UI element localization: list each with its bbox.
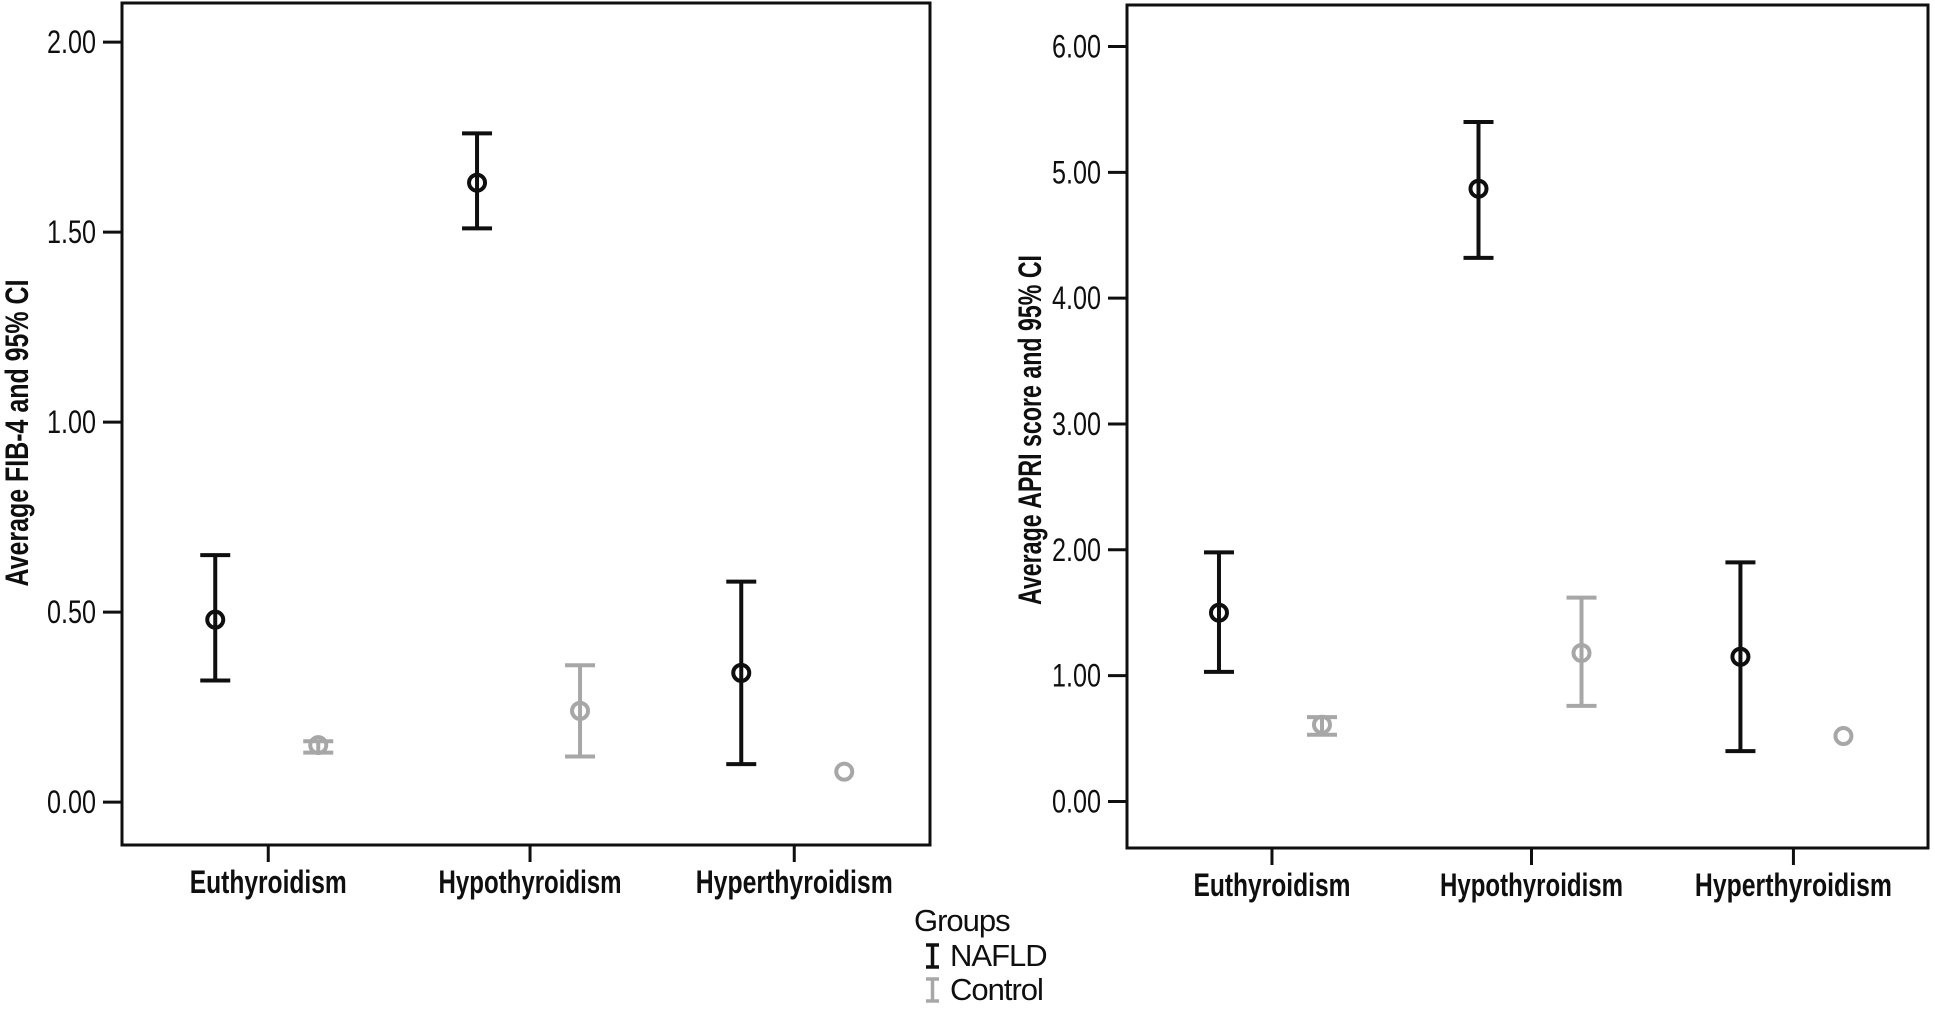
mean-marker xyxy=(1833,726,1854,747)
apri-chart: 0.00 1.00 2.00 3.00 4.00 5.00 6.00 Euthyroidism… xyxy=(1012,3,1930,903)
y-axis-tick-label: 1.50 xyxy=(47,214,96,250)
errorbar-nafld-hyperthyroidism xyxy=(1725,560,1756,754)
errorbar-nafld-hyperthyroidism xyxy=(726,579,757,767)
legend-item-nafld: NAFLD xyxy=(908,938,1048,973)
mean-marker xyxy=(1730,646,1751,667)
y-axis-tick-label: 6.00 xyxy=(1052,29,1101,65)
legend-items: NAFLD Control xyxy=(908,938,1048,1007)
fib4-chart: 0.00 0.50 1.00 1.50 2.00 Euthyroidism Hypothyr… xyxy=(0,1,932,900)
errorbar-icon-nafld xyxy=(926,943,939,969)
y-axis-tick-label: 0.00 xyxy=(47,784,96,820)
plot-border xyxy=(1125,3,1930,850)
y-axis-tick-label: 2.00 xyxy=(47,24,96,60)
category-label-hypothyroidism: Hypothyroidism xyxy=(439,864,622,900)
y-axis-tick-label: 0.00 xyxy=(1052,783,1101,819)
mean-marker xyxy=(1468,178,1489,199)
category-label-euthyroidism: Euthyroidism xyxy=(190,864,347,900)
y-axis-tick-label: 1.00 xyxy=(47,404,96,440)
chart-legend: Groups NAFLD Control xyxy=(908,903,1048,1007)
mean-marker xyxy=(731,662,752,683)
mean-marker xyxy=(834,761,855,782)
legend-item-control: Control xyxy=(908,972,1047,1007)
y-axis-tick-label: 5.00 xyxy=(1052,154,1101,190)
y-axis-tick-label: 0.50 xyxy=(47,594,96,630)
errorbar-nafld-hypothyroidism xyxy=(462,131,493,231)
y-axis-title: Average APRI score and 95% CI xyxy=(1012,255,1048,605)
mean-marker xyxy=(1208,602,1229,623)
mean-marker xyxy=(467,172,488,193)
category-label-hypothyroidism: Hypothyroidism xyxy=(1440,867,1623,903)
y-axis-tick-label: 2.00 xyxy=(1052,532,1101,568)
errorbar-nafld-euthyroidism xyxy=(200,553,231,683)
y-axis-tick-label: 3.00 xyxy=(1052,406,1101,442)
y-axis-tick-label: 4.00 xyxy=(1052,280,1101,316)
errorbar-icon-control xyxy=(926,977,939,1003)
plot-border xyxy=(120,1,932,847)
errorbar-control-hypothyroidism xyxy=(1566,595,1597,708)
category-label-hyperthyroidism: Hyperthyroidism xyxy=(1695,867,1892,903)
errorbar-control-hyperthyroidism xyxy=(834,761,855,782)
errorbar-nafld-hypothyroidism xyxy=(1463,120,1494,260)
errorbar-control-euthyroidism xyxy=(1306,714,1337,737)
errorbar-control-euthyroidism xyxy=(303,735,334,756)
errorbar-nafld-euthyroidism xyxy=(1203,550,1234,674)
errorbar-control-hyperthyroidism xyxy=(1833,726,1854,747)
errorbar-control-hypothyroidism xyxy=(565,663,596,759)
mean-marker xyxy=(205,609,226,630)
mean-marker xyxy=(570,700,591,721)
y-axis-title: Average FIB-4 and 95% CI xyxy=(0,280,35,587)
legend-label-nafld: NAFLD xyxy=(950,938,1048,973)
legend-label-control: Control xyxy=(950,972,1044,1007)
category-label-euthyroidism: Euthyroidism xyxy=(1193,867,1350,903)
legend-title: Groups xyxy=(914,903,1011,938)
category-label-hyperthyroidism: Hyperthyroidism xyxy=(696,864,893,900)
mean-marker xyxy=(1571,642,1592,663)
y-axis-tick-label: 1.00 xyxy=(1052,658,1101,694)
